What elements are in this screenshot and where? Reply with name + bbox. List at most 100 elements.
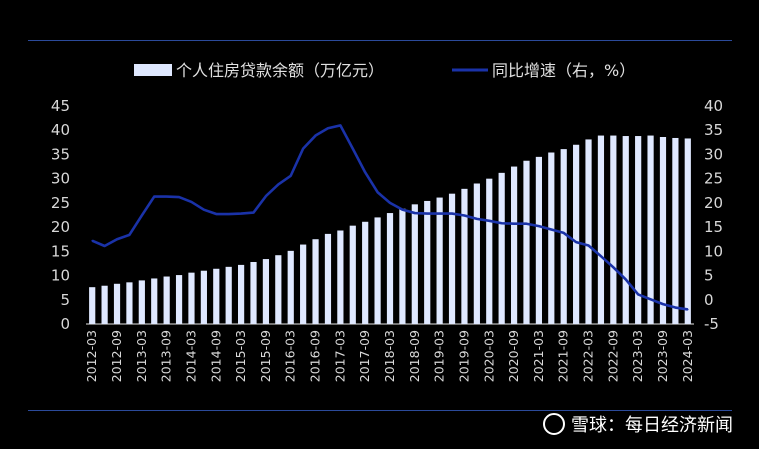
bar-2017-03: [337, 230, 344, 324]
growth-point-2023-03: [637, 293, 639, 296]
bar-2014-03: [188, 272, 195, 324]
growth-point-2024-03: [687, 308, 689, 311]
bar-2021-06: [548, 152, 555, 324]
growth-point-2014-12: [227, 213, 230, 215]
y-left-tick-35: 35: [51, 145, 70, 163]
bar-2018-09: [411, 204, 418, 324]
growth-point-2018-03: [389, 202, 391, 204]
x-tick-2014-03: 2014-03: [183, 330, 198, 382]
x-tick-2018-09: 2018-09: [407, 330, 422, 382]
growth-point-2013-12: [178, 196, 180, 198]
bar-2012-06: [101, 285, 108, 324]
x-tick-2018-03: 2018-03: [382, 330, 397, 382]
bar-2019-12: [473, 183, 480, 324]
bar-2018-03: [386, 213, 394, 324]
x-tick-2023-03: 2023-03: [630, 330, 645, 382]
x-tick-2020-09: 2020-09: [506, 330, 521, 382]
x-tick-2022-03: 2022-03: [581, 330, 596, 382]
bar-2023-06: [647, 135, 654, 324]
y-right-tick-10: 10: [704, 242, 723, 260]
bar-2023-03: [635, 136, 642, 324]
growth-point-2015-12: [277, 183, 280, 186]
bar-2013-12: [175, 275, 183, 324]
x-tick-2015-03: 2015-03: [233, 330, 248, 382]
x-tick-2023-09: 2023-09: [655, 330, 670, 382]
y-left-tick-15: 15: [51, 242, 70, 260]
bar-2017-12: [374, 217, 381, 324]
growth-point-2020-09: [513, 222, 515, 225]
growth-point-2015-09: [265, 195, 267, 197]
bar-2014-09: [213, 268, 220, 324]
growth-point-2013-09: [165, 195, 168, 198]
bar-2014-06: [200, 270, 207, 324]
growth-point-2021-09: [562, 232, 565, 234]
y-right-tick-25: 25: [704, 170, 723, 188]
growth-point-2018-12: [426, 212, 429, 215]
growth-point-2017-12: [376, 191, 379, 194]
growth-point-2017-06: [351, 147, 354, 150]
bar-2018-12: [424, 200, 431, 324]
growth-point-2021-03: [538, 225, 540, 227]
x-tick-2015-09: 2015-09: [258, 330, 273, 382]
growth-point-2020-12: [525, 222, 528, 225]
growth-point-2014-03: [190, 201, 193, 203]
bar-2024-03: [684, 138, 691, 324]
growth-point-2019-12: [476, 218, 478, 220]
x-tick-2021-09: 2021-09: [556, 330, 571, 382]
bar-2020-06: [498, 172, 505, 324]
growth-point-2012-06: [103, 245, 106, 247]
x-tick-2016-09: 2016-09: [308, 330, 323, 382]
growth-point-2012-12: [128, 234, 131, 236]
growth-point-2016-09: [314, 134, 317, 137]
x-tick-2013-09: 2013-09: [159, 330, 174, 382]
x-tick-2012-09: 2012-09: [109, 330, 124, 382]
bar-2016-09: [312, 239, 319, 324]
bar-2021-03: [535, 156, 542, 324]
x-tick-2013-03: 2013-03: [134, 330, 149, 382]
y-left-tick-45: 45: [51, 97, 70, 115]
y-left-tick-10: 10: [51, 267, 70, 285]
bar-2012-09: [113, 283, 121, 324]
x-tick-2020-03: 2020-03: [481, 330, 496, 382]
bar-2015-06: [250, 261, 257, 324]
bar-2012-03: [89, 287, 96, 324]
bar-2023-12: [672, 137, 679, 324]
bar-2020-12: [523, 160, 530, 324]
top-rule: [28, 40, 732, 41]
growth-point-2016-03: [289, 174, 292, 177]
y-left-tick-40: 40: [51, 121, 70, 139]
bar-2013-03: [138, 280, 145, 324]
growth-point-2018-06: [401, 208, 404, 211]
growth-point-2015-06: [252, 211, 255, 214]
growth-point-2021-06: [550, 228, 553, 231]
snowball-logo-icon: [543, 413, 565, 435]
x-tick-2012-03: 2012-03: [84, 330, 99, 382]
growth-point-2023-09: [662, 303, 664, 305]
legend-bar-swatch: [134, 64, 172, 76]
growth-point-2022-06: [600, 255, 602, 257]
bar-2015-03: [238, 264, 245, 324]
x-tick-2016-03: 2016-03: [283, 330, 298, 382]
legend-bar-label: 个人住房贷款余额（万亿元）: [176, 61, 384, 80]
x-tick-2014-09: 2014-09: [208, 330, 223, 382]
legend-line-label: 同比增速（右，%）: [492, 61, 635, 80]
bottom-rule: [28, 410, 732, 411]
growth-point-2020-03: [488, 220, 491, 222]
y-right-tick-15: 15: [704, 218, 723, 236]
bar-2020-03: [486, 178, 493, 324]
bar-2023-09: [659, 137, 667, 324]
y-right-tick--5: -5: [704, 315, 719, 333]
watermark-text: 雪球：每日经济新闻: [571, 415, 733, 436]
bar-2022-12: [622, 136, 629, 324]
watermark: 雪球：每日经济新闻: [543, 411, 733, 437]
growth-point-2023-06: [649, 298, 652, 301]
bar-2019-06: [448, 193, 456, 324]
y-right-tick-35: 35: [704, 121, 723, 139]
x-tick-2019-09: 2019-09: [456, 330, 471, 382]
x-tick-2021-03: 2021-03: [531, 330, 546, 382]
growth-point-2019-06: [451, 212, 453, 215]
growth-point-2015-03: [240, 212, 242, 215]
bar-2020-09: [510, 166, 518, 324]
